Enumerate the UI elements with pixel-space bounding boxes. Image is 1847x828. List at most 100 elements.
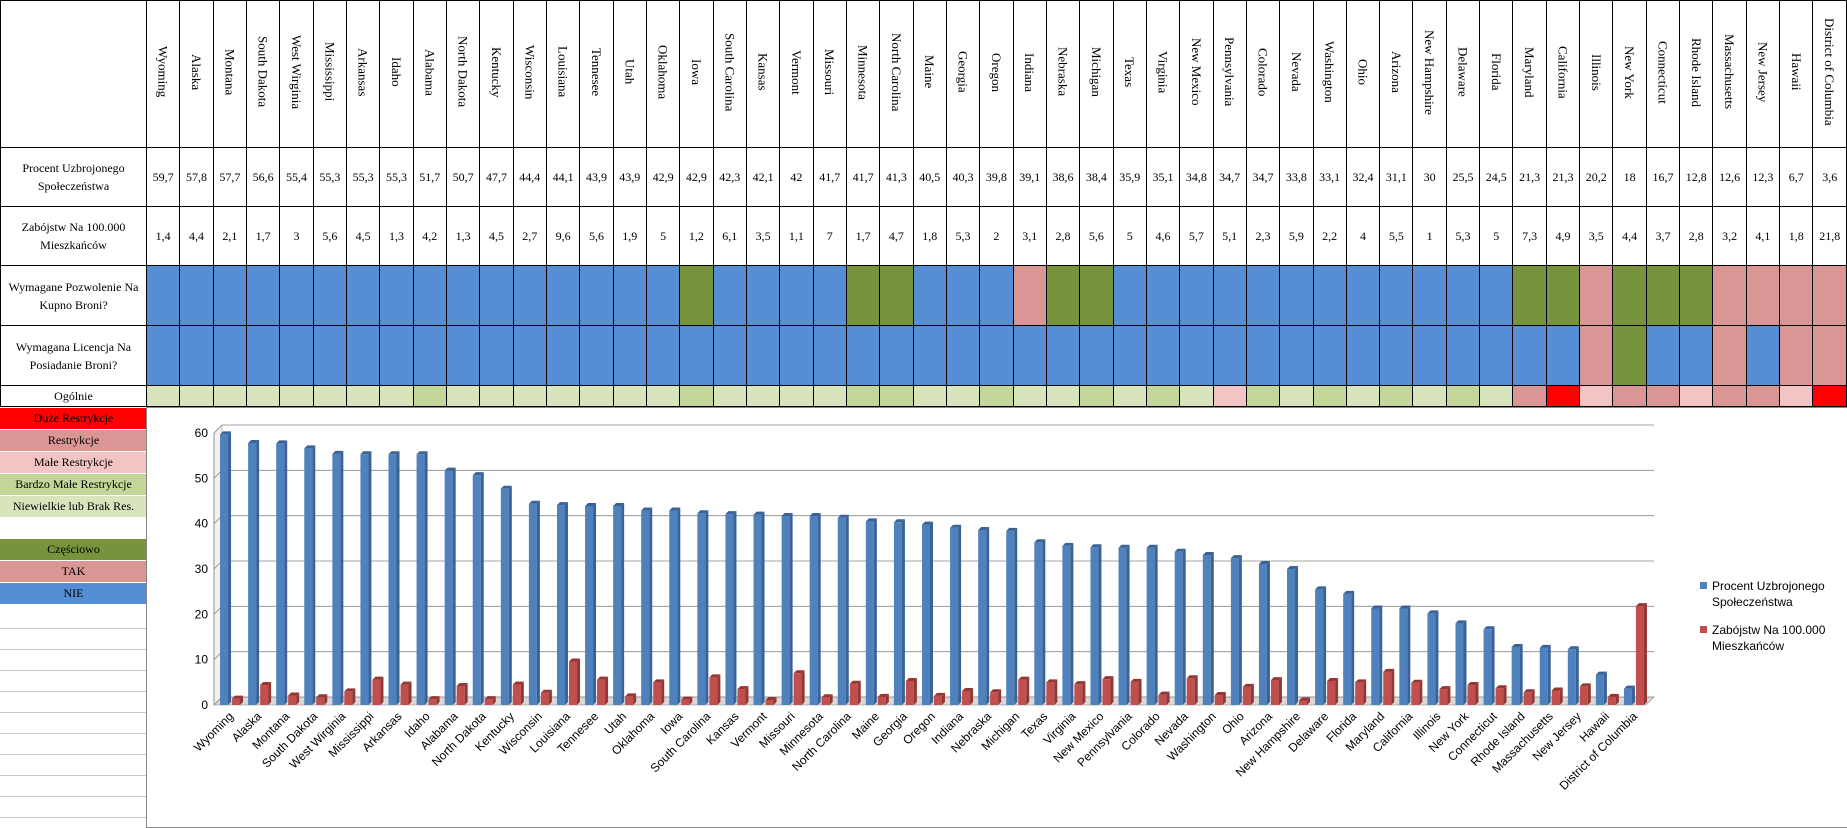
murder-cell: 5,7 (1179, 206, 1214, 266)
state-header: Idaho (379, 0, 414, 148)
murder-cell: 2,1 (212, 206, 248, 266)
legend-item-rest: Restrykcje (0, 430, 147, 452)
bar-percent-side (1351, 590, 1355, 705)
permit-cell (1712, 265, 1747, 326)
percent-cell: 50,7 (445, 147, 481, 207)
overall-cell (912, 385, 947, 407)
bar-murders-top (1242, 683, 1254, 687)
license-cell (1779, 325, 1814, 386)
overall-cell (679, 385, 714, 407)
bar-percent-top (360, 451, 372, 455)
overall-cell (312, 385, 347, 407)
bar-percent-side (1519, 643, 1523, 705)
state-name: Vermont (788, 49, 804, 95)
murder-cell: 2,7 (512, 206, 547, 266)
bar-murders-side (1222, 692, 1226, 705)
overall-cell (612, 385, 647, 407)
bar-percent-top (444, 467, 456, 471)
state-header: North Carolina (879, 0, 914, 148)
chart-legend: Procent Uzbrojonego Społeczeństwa Zabójst… (1700, 578, 1847, 666)
bar-murders-top (372, 676, 384, 680)
state-name: Virginia (1155, 50, 1171, 94)
bar-murders (709, 677, 718, 705)
bar-murders-top (765, 697, 777, 701)
bar-percent (1343, 593, 1352, 705)
permit-cell (845, 265, 881, 326)
legend-item-tak: TAK (0, 561, 147, 583)
permit-cell (512, 265, 547, 326)
license-cell (445, 325, 481, 386)
bar-murders-top (1467, 682, 1479, 686)
bar-percent (837, 517, 846, 705)
bar-murders-side (745, 686, 749, 705)
overall-cell (1079, 385, 1114, 407)
license-cell (1812, 325, 1847, 386)
bar-murders-top (1130, 678, 1142, 682)
state-name: Iowa (688, 59, 704, 85)
percent-cell: 41,7 (845, 147, 881, 207)
murder-cell: 2 (979, 206, 1014, 266)
murder-cell: 7,3 (1512, 206, 1547, 266)
murder-cell: 3,2 (1712, 206, 1747, 266)
state-header: Illinois (1579, 0, 1614, 148)
bar-murders-side (408, 681, 412, 705)
bar-murders (1635, 606, 1644, 705)
bar-percent (1006, 530, 1015, 705)
bar-murders (540, 692, 549, 705)
legend-item-brak: Niewielkie lub Brak Res. (0, 496, 147, 518)
bar-percent (1455, 623, 1464, 705)
state-header: Hawaii (1779, 0, 1814, 148)
bar-percent-side (424, 451, 428, 705)
bar-percent (388, 454, 397, 705)
bar-murders (568, 661, 577, 705)
murder-cell: 2,2 (1312, 206, 1347, 266)
bar-murders-side (296, 692, 300, 705)
bar-murders-side (576, 658, 580, 705)
bar-percent (304, 448, 313, 705)
bar-murders-side (352, 688, 356, 705)
bar-murders-top (849, 680, 861, 684)
color-legend: Duże Restrykcje Restrykcje Małe Restrykcje… (0, 408, 147, 605)
permit-cell (479, 265, 514, 326)
bar-murders-top (568, 658, 580, 662)
overall-cell (545, 385, 581, 407)
permit-cell (379, 265, 414, 326)
bar-murders (400, 684, 409, 705)
bar-percent-top (1090, 544, 1102, 548)
bar-murders-side (1419, 679, 1423, 705)
state-name: Idaho (388, 57, 404, 87)
bar-percent (1371, 608, 1380, 705)
bar-murders-top (1579, 683, 1591, 687)
state-name: Maine (922, 55, 938, 89)
murder-cell: 4,1 (1745, 206, 1781, 266)
bar-murders (990, 692, 999, 705)
overall-cell (1412, 385, 1447, 407)
bar-murders-top (1411, 679, 1423, 683)
bar-murders (1411, 682, 1420, 705)
overall-cell (1145, 385, 1181, 407)
bar-percent (809, 515, 818, 705)
bar-percent (865, 521, 874, 705)
overall-cell (1479, 385, 1514, 407)
murder-cell: 3,5 (745, 206, 781, 266)
murder-cell: 4,4 (1612, 206, 1647, 266)
state-header: Pennsylvania (1212, 0, 1247, 148)
permit-cell (1679, 265, 1714, 326)
bar-percent-top (1202, 551, 1214, 555)
bar-percent (1427, 613, 1436, 705)
bar-percent-side (1463, 620, 1467, 705)
overall-cell (379, 385, 414, 407)
bar-murders-top (1607, 693, 1619, 697)
bar-murders-side (913, 677, 917, 705)
bar-percent (1258, 564, 1267, 705)
overall-cell (979, 385, 1014, 407)
bar-murders (1495, 688, 1504, 705)
license-cell (1479, 325, 1514, 386)
bar-percent-side (1266, 561, 1270, 705)
chart-legend-item: Zabójstw Na 100.000 Mieszkańców (1700, 622, 1847, 654)
percent-cell: 41,3 (879, 147, 914, 207)
bar-percent (1567, 649, 1576, 705)
bar-percent (1090, 547, 1099, 705)
state-header: Rhode Island (1679, 0, 1714, 148)
bar-murders-top (1018, 676, 1030, 680)
